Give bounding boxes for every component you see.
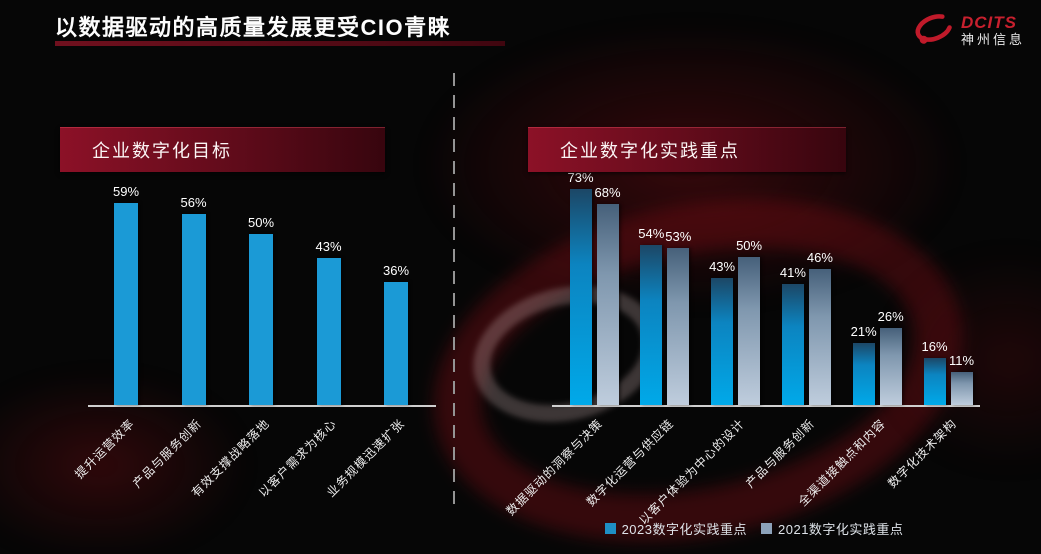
legend-item: 2023数字化实践重点 — [604, 519, 747, 538]
goal-bar-chart: 59% 56% 50% 43% 36% 提升运营效率 产品与服务创新 有效支撑战略落地 以客户… — [72, 184, 436, 525]
category-label-text: 产品与服务创新 — [130, 416, 205, 491]
bar — [808, 269, 831, 405]
slide-title: 以数据驱动的高质量发展更受CIO青睐 — [55, 15, 452, 40]
category-label-text: 数字化技术架构 — [885, 416, 960, 491]
goal-chart-title: 企业数字化目标 — [92, 140, 232, 161]
bar-value-label: 26% — [877, 309, 904, 324]
practice-bar-chart: 73% 68% 54% 53% 43% 50% 41% 46% 21% 26% 16% 11% 数据驱… — [503, 170, 980, 527]
legend-swatch — [604, 523, 616, 534]
legend-label: 2021数字化实践重点 — [778, 522, 904, 537]
panel-divider — [453, 73, 455, 513]
bar — [711, 278, 734, 405]
bar-value-label: 46% — [806, 250, 833, 265]
bar-value-label: 36% — [382, 263, 410, 278]
bar-value-label: 59% — [112, 184, 140, 199]
bar-value-label: 43% — [315, 239, 342, 254]
title-underline — [55, 41, 505, 46]
bar — [923, 358, 946, 405]
bar — [569, 189, 592, 405]
practice-chart-header: 企业数字化实践重点 — [528, 127, 846, 172]
bar — [249, 234, 273, 405]
bar-value-label: 50% — [247, 215, 275, 230]
category-label-text: 提升运营效率 — [72, 416, 138, 482]
bar-value-label: 68% — [594, 185, 621, 200]
category-label-text: 产品与服务创新 — [743, 416, 818, 491]
logo-swoosh-icon — [911, 10, 957, 51]
bar — [879, 328, 902, 405]
category-axis: 提升运营效率 产品与服务创新 有效支撑战略落地 以客户需求为核心 业务规模迅速扩张 — [72, 407, 436, 525]
bar — [181, 214, 206, 405]
logo-company-name: 神州信息 — [960, 31, 1025, 47]
legend-swatch — [761, 523, 772, 534]
bar-value-label: 43% — [709, 259, 736, 274]
bar — [114, 203, 138, 405]
bar — [596, 204, 619, 405]
bar-value-label: 21% — [850, 324, 877, 339]
chart-legend: 2023数字化实践重点 2021数字化实践重点 — [528, 519, 980, 538]
logo-brand-text: DCITS — [960, 13, 1017, 32]
legend-item: 2021数字化实践重点 — [761, 519, 903, 538]
bar-value-label: 16% — [921, 339, 948, 354]
bar — [316, 258, 341, 405]
bar — [384, 282, 408, 405]
bar-value-label: 73% — [567, 170, 594, 185]
bar — [852, 343, 875, 405]
bar-value-label: 54% — [638, 226, 665, 241]
practice-chart-title: 企业数字化实践重点 — [560, 140, 740, 161]
bar — [640, 245, 663, 405]
bar-value-label: 53% — [665, 229, 692, 244]
bar-value-label: 56% — [180, 195, 207, 210]
company-logo: DCITS 神州信息 — [911, 10, 1025, 51]
category-axis: 数据驱动的洞察与决策 数字化运营与供应链 以客户体验为中心的设计 产品与服务创新 全渠道… — [503, 407, 980, 527]
bar-value-label: 41% — [779, 265, 806, 280]
bar — [738, 257, 761, 405]
bar — [781, 284, 804, 405]
goal-chart-header: 企业数字化目标 — [60, 127, 385, 172]
bar — [950, 372, 973, 405]
plot-area: 59% 56% 50% 43% 36% — [88, 184, 436, 407]
bar — [667, 248, 690, 405]
plot-area: 73% 68% 54% 53% 43% 50% 41% 46% 21% 26% 16% 11% — [552, 170, 980, 407]
bar-value-label: 50% — [736, 238, 763, 253]
bar-value-label: 11% — [948, 353, 975, 368]
legend-label: 2023数字化实践重点 — [621, 522, 747, 537]
